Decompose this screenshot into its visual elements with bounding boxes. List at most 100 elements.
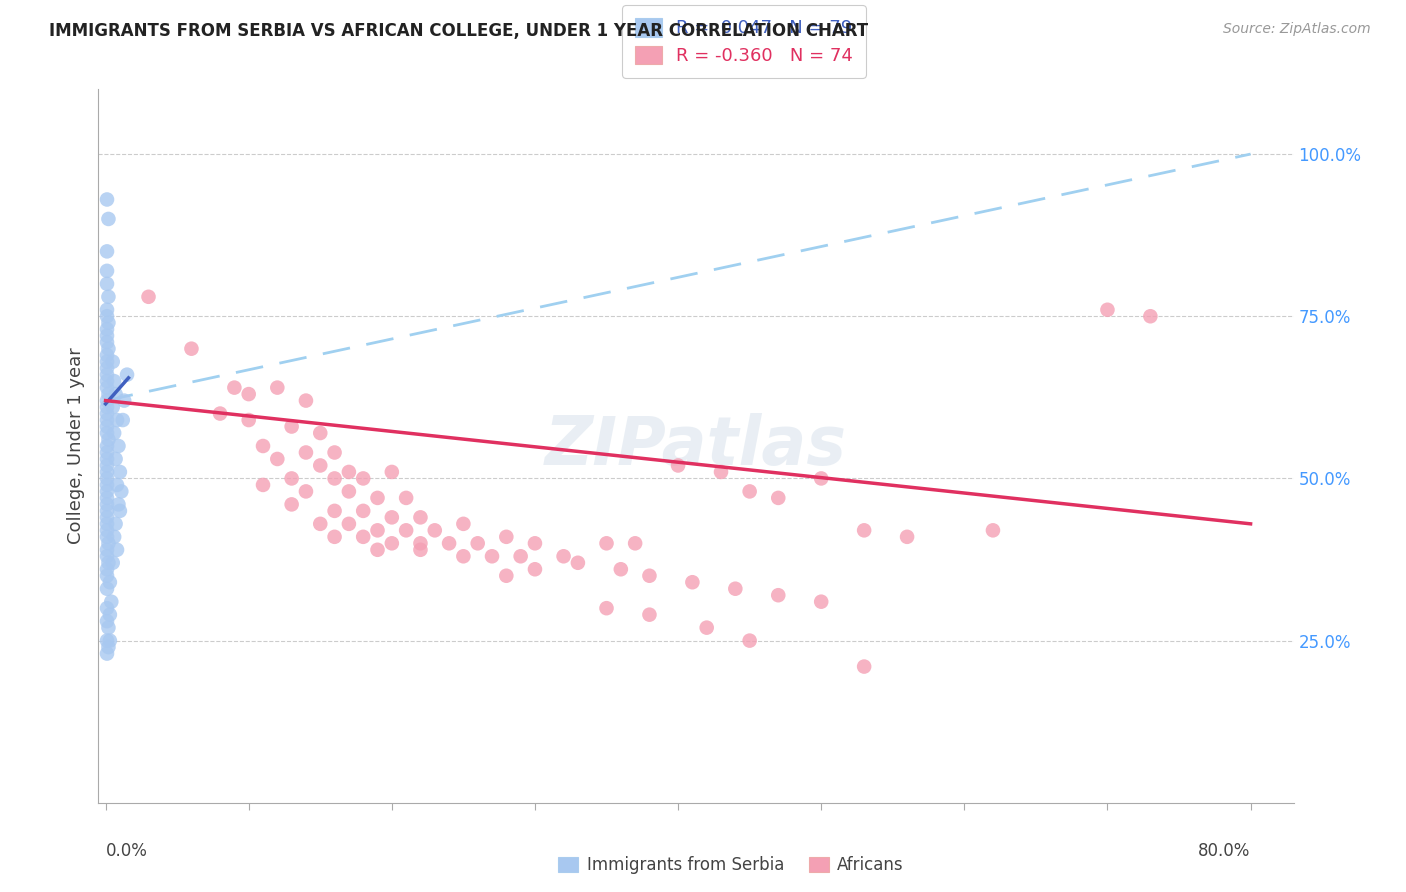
Point: [638, 568, 661, 582]
Point: [101, 556, 124, 570]
Point: [96, 484, 118, 499]
Point: [96, 530, 118, 544]
Point: [367, 491, 389, 505]
Point: [96, 549, 118, 564]
Point: [96, 568, 118, 582]
Point: [309, 425, 332, 440]
Text: 80.0%: 80.0%: [1198, 842, 1250, 860]
Point: [96, 542, 118, 557]
Point: [810, 595, 832, 609]
Point: [96, 393, 118, 408]
Point: [138, 290, 160, 304]
Point: [103, 425, 125, 440]
Point: [323, 504, 346, 518]
Point: [96, 354, 118, 368]
Point: [96, 335, 118, 350]
Point: [98, 575, 121, 590]
Point: [666, 458, 689, 473]
Point: [453, 516, 475, 531]
Point: [96, 452, 118, 467]
Point: [103, 530, 125, 544]
Point: [97, 290, 120, 304]
Point: [100, 595, 122, 609]
Point: [252, 478, 274, 492]
Point: [323, 471, 346, 485]
Point: [853, 524, 876, 538]
Point: [280, 497, 302, 511]
Point: [367, 542, 389, 557]
Point: [280, 471, 302, 485]
Point: [453, 549, 475, 564]
Point: [981, 524, 1004, 538]
Point: [738, 484, 761, 499]
Point: [423, 524, 446, 538]
Point: [624, 536, 647, 550]
Point: [738, 633, 761, 648]
Point: [295, 393, 318, 408]
Point: [409, 536, 432, 550]
Point: [97, 211, 120, 226]
Point: [681, 575, 703, 590]
Point: [96, 322, 118, 336]
Point: [352, 504, 374, 518]
Point: [108, 465, 131, 479]
Point: [437, 536, 460, 550]
Point: [96, 633, 118, 648]
Point: [337, 484, 360, 499]
Point: [295, 445, 318, 459]
Point: [96, 516, 118, 531]
Y-axis label: College, Under 1 year: College, Under 1 year: [66, 348, 84, 544]
Legend: R =  0.047   N = 79, R = -0.360   N = 74: R = 0.047 N = 79, R = -0.360 N = 74: [621, 5, 866, 78]
Point: [98, 633, 121, 648]
Point: [97, 556, 120, 570]
Point: [238, 413, 260, 427]
Point: [1139, 310, 1161, 324]
Point: [395, 524, 418, 538]
Point: [96, 328, 118, 343]
Point: [115, 368, 138, 382]
Point: [96, 471, 118, 485]
Point: [610, 562, 633, 576]
Point: [523, 562, 546, 576]
Point: [409, 510, 432, 524]
Point: [107, 439, 129, 453]
Point: [96, 504, 118, 518]
Point: [105, 413, 128, 427]
Point: [96, 381, 118, 395]
Text: Source: ZipAtlas.com: Source: ZipAtlas.com: [1223, 22, 1371, 37]
Point: [768, 491, 790, 505]
Point: [97, 433, 120, 447]
Point: [96, 368, 118, 382]
Point: [96, 510, 118, 524]
Point: [595, 601, 617, 615]
Point: [111, 413, 134, 427]
Point: [509, 549, 531, 564]
Point: [97, 387, 120, 401]
Point: [295, 484, 318, 499]
Point: [96, 361, 118, 376]
Point: [96, 193, 118, 207]
Point: [104, 516, 127, 531]
Point: [97, 316, 120, 330]
Point: [352, 471, 374, 485]
Point: [97, 536, 120, 550]
Point: [96, 458, 118, 473]
Point: [323, 530, 346, 544]
Point: [495, 568, 517, 582]
Point: [252, 439, 274, 453]
Point: [209, 407, 232, 421]
Point: [107, 497, 129, 511]
Point: [96, 425, 118, 440]
Point: [96, 445, 118, 459]
Point: [96, 348, 118, 362]
Point: [381, 465, 404, 479]
Point: [495, 530, 517, 544]
Text: 0.0%: 0.0%: [105, 842, 148, 860]
Point: [96, 647, 118, 661]
Point: [96, 582, 118, 596]
Point: [337, 465, 360, 479]
Point: [96, 310, 118, 324]
Point: [104, 387, 127, 401]
Point: [96, 491, 118, 505]
Point: [96, 400, 118, 414]
